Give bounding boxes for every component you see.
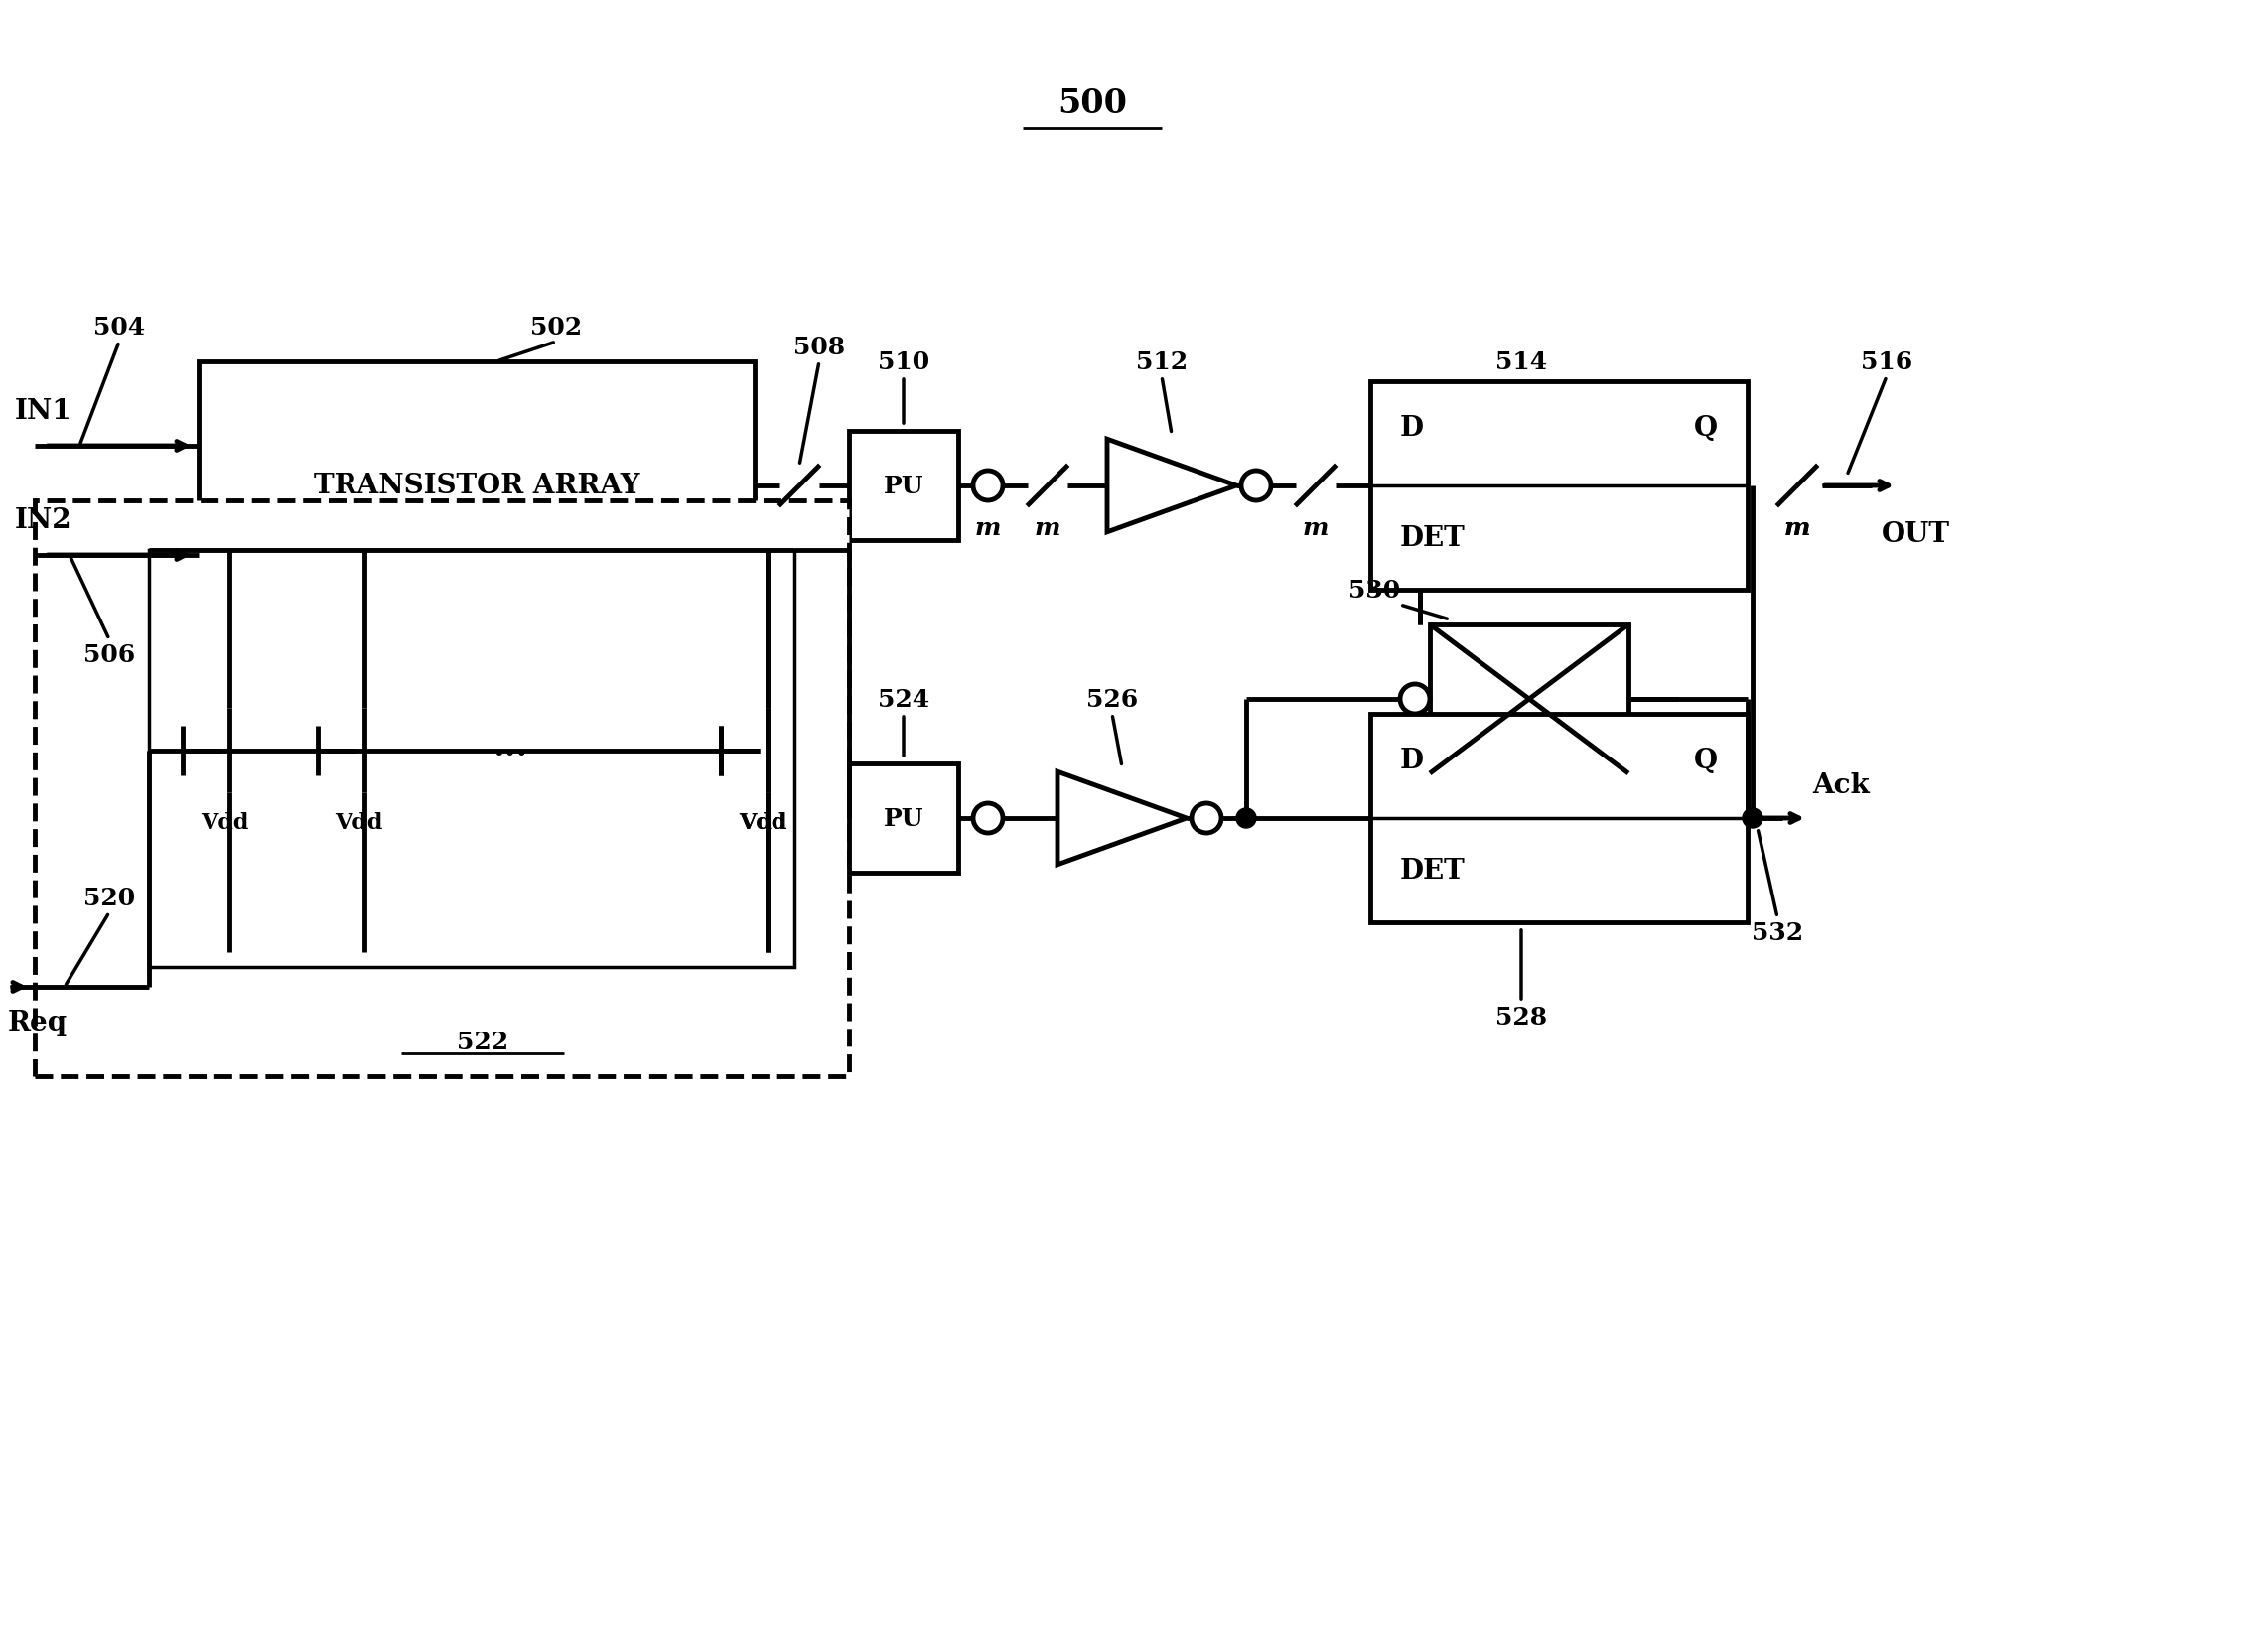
Text: m: m: [1035, 515, 1060, 540]
Text: D: D: [1400, 747, 1423, 773]
Text: 508: 508: [794, 335, 846, 358]
Polygon shape: [1058, 771, 1186, 866]
Text: Vdd: Vdd: [737, 811, 787, 834]
Text: m: m: [974, 515, 1001, 540]
Text: 532: 532: [1752, 920, 1804, 945]
Text: 526: 526: [1087, 687, 1139, 712]
Bar: [198, 362, 755, 610]
Bar: [848, 763, 958, 874]
Text: DET: DET: [1400, 525, 1466, 552]
Text: 514: 514: [1495, 350, 1547, 373]
Bar: [1430, 624, 1628, 773]
Circle shape: [1236, 808, 1256, 829]
Text: 502: 502: [530, 316, 582, 339]
Text: m: m: [1303, 515, 1328, 540]
Polygon shape: [1107, 439, 1236, 532]
Text: Ack: Ack: [1813, 771, 1869, 798]
Text: D: D: [1400, 415, 1423, 441]
Text: m: m: [1784, 515, 1811, 540]
Text: 530: 530: [1348, 578, 1400, 603]
Text: 516: 516: [1860, 350, 1912, 373]
Text: ...: ...: [492, 730, 528, 762]
Text: 506: 506: [83, 643, 135, 667]
Text: TRANSISTOR ARRAY: TRANSISTOR ARRAY: [313, 472, 640, 499]
Text: 520: 520: [83, 885, 135, 910]
Bar: [34, 501, 848, 1077]
Text: Q: Q: [1694, 747, 1718, 773]
Bar: [848, 431, 958, 540]
Text: Q: Q: [1694, 415, 1718, 441]
Text: Vdd: Vdd: [201, 811, 248, 834]
Text: 522: 522: [458, 1029, 507, 1054]
Bar: [1371, 714, 1748, 923]
Text: PU: PU: [884, 474, 925, 499]
Text: IN2: IN2: [16, 507, 72, 534]
Text: IN1: IN1: [16, 398, 72, 425]
Text: 510: 510: [877, 350, 929, 373]
Text: Req: Req: [9, 1009, 68, 1036]
Text: 500: 500: [1058, 88, 1128, 121]
Bar: [149, 550, 794, 968]
Text: 512: 512: [1137, 350, 1188, 373]
Bar: [1371, 382, 1748, 590]
Text: Vdd: Vdd: [336, 811, 383, 834]
Circle shape: [1743, 808, 1763, 829]
Text: m: m: [1784, 515, 1811, 540]
Text: Vdd: Vdd: [737, 811, 787, 834]
Text: PU: PU: [884, 806, 925, 831]
Text: 524: 524: [877, 687, 929, 712]
Text: 504: 504: [92, 316, 144, 339]
Text: DET: DET: [1400, 857, 1466, 884]
Text: 528: 528: [1495, 1004, 1547, 1029]
Text: OUT: OUT: [1881, 520, 1951, 548]
